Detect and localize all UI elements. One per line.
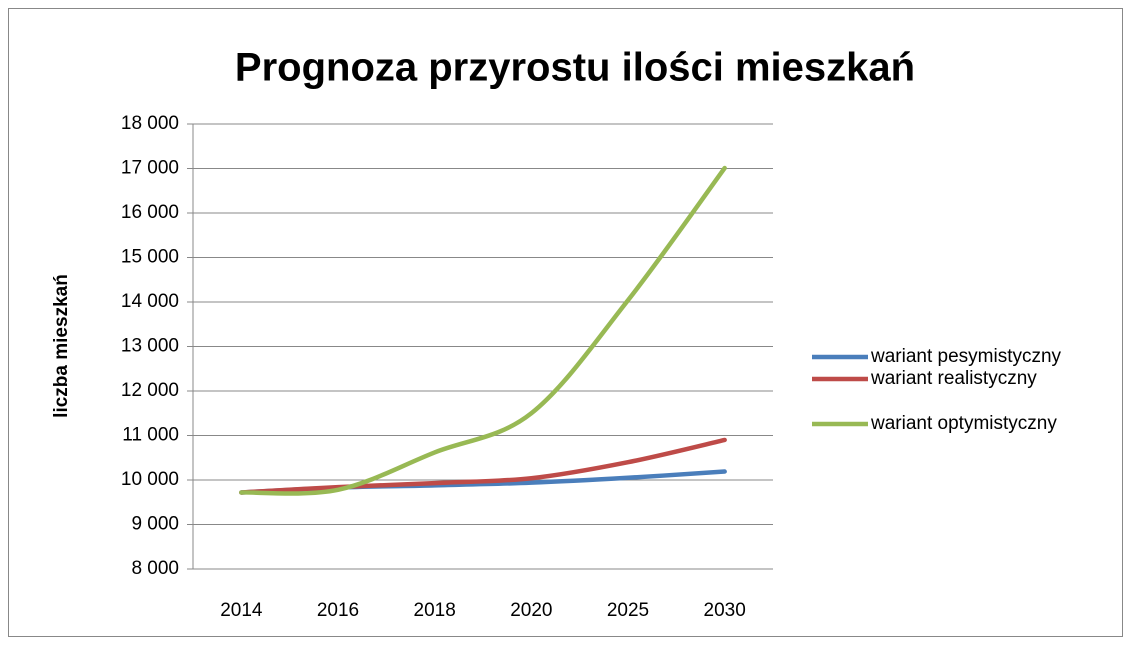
y-tick-label: 17 000: [121, 158, 179, 179]
line: [239, 437, 727, 495]
y-tick-label: 14 000: [121, 291, 179, 312]
y-tick-label: 10 000: [121, 469, 179, 490]
y-tick-label: 8 000: [131, 558, 179, 579]
chart-frame: [8, 8, 1123, 637]
legend-label: wariant optymistyczny: [870, 413, 1057, 434]
x-tick-label: 2016: [317, 600, 359, 621]
x-tick-label: 2018: [414, 600, 456, 621]
line: [239, 165, 727, 496]
y-axis-label: liczba mieszkań: [51, 274, 72, 418]
x-tick-label: 2014: [220, 600, 263, 621]
y-tick-label: 16 000: [121, 202, 179, 223]
x-tick-label: 2030: [704, 600, 746, 621]
x-tick-label: 2025: [607, 600, 649, 621]
chart-title: Prognoza przyrostu ilości mieszkań: [235, 46, 915, 90]
y-tick-label: 11 000: [122, 425, 179, 446]
y-tick-label: 18 000: [121, 113, 179, 134]
y-tick-label: 13 000: [121, 336, 179, 357]
y-tick-label: 12 000: [121, 380, 179, 401]
y-tick-label: 9 000: [131, 514, 179, 535]
legend-label: wariant pesymistyczny: [870, 346, 1062, 367]
legend-label: wariant realistyczny: [870, 368, 1037, 389]
y-tick-label: 15 000: [121, 247, 179, 268]
x-tick-label: 2020: [510, 600, 552, 621]
